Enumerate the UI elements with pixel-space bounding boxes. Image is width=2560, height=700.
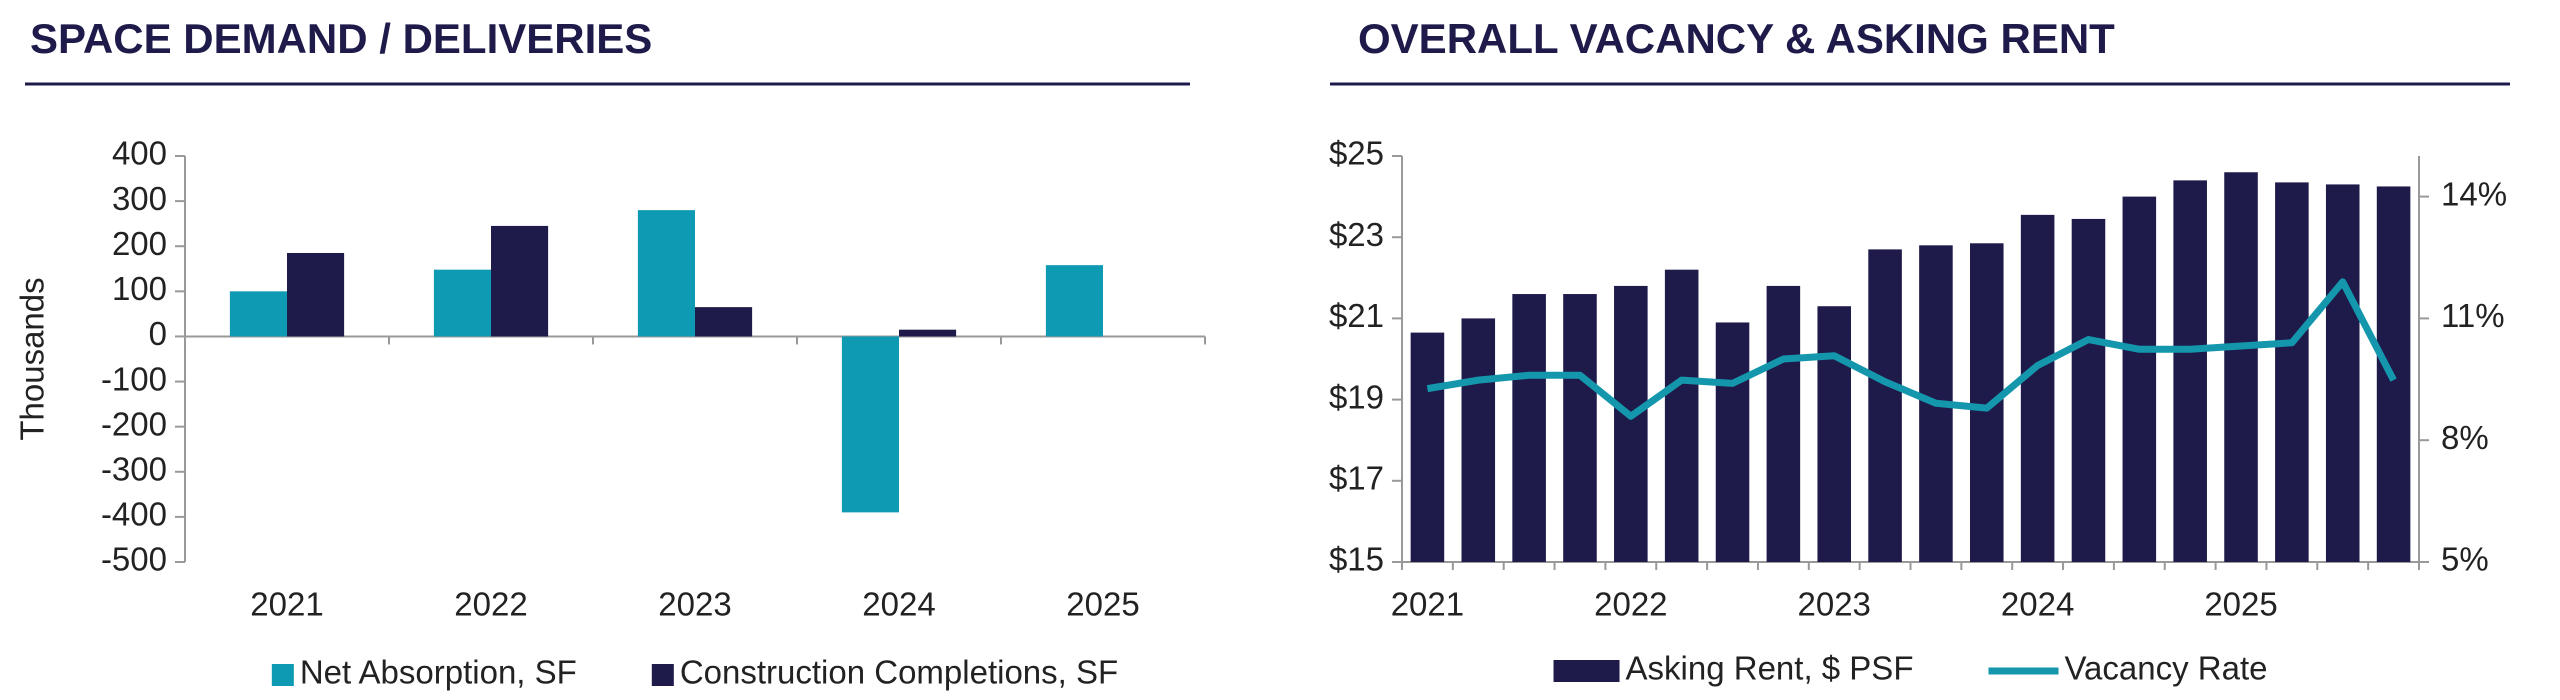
bar: [1614, 285, 1648, 562]
bar: [1664, 269, 1699, 562]
y-tick-label: -100: [101, 360, 167, 397]
y-tick-label: $23: [1329, 216, 1384, 253]
y-tick-label: 300: [112, 180, 167, 217]
chart-title: SPACE DEMAND / DELIVERIES: [30, 15, 652, 62]
bar: [1715, 322, 1750, 562]
y2-tick-label: 5%: [2441, 541, 2489, 578]
y-axis-label: Thousands: [14, 277, 51, 440]
bar: [2275, 182, 2309, 562]
bar: [1512, 294, 1546, 562]
vacancy-line: [1426, 278, 2397, 420]
bar: [2173, 180, 2207, 563]
y2-tick-label: 8%: [2441, 419, 2489, 456]
legend-label: Construction Completions, SF: [680, 654, 1118, 691]
bar: [1563, 294, 1597, 562]
x-tick-label: 2022: [1594, 586, 1667, 623]
y-tick-label: 200: [112, 225, 167, 262]
legend-label: Asking Rent, $ PSF: [1626, 650, 1914, 687]
bar: [2224, 172, 2258, 563]
y-tick-label: 400: [112, 135, 167, 172]
legend-label: Net Absorption, SF: [300, 654, 577, 691]
chart-title: OVERALL VACANCY & ASKING RENT: [1358, 15, 2115, 62]
legend-swatch: [1553, 660, 1620, 682]
y-tick-label: 0: [149, 315, 167, 352]
x-tick-label: 2025: [1066, 586, 1139, 623]
bar: [2122, 196, 2157, 562]
bar: [637, 210, 695, 337]
bar: [1766, 285, 1801, 562]
y-tick-label: $25: [1329, 135, 1384, 172]
y-tick-label: $17: [1329, 460, 1384, 497]
bar: [841, 336, 899, 513]
bar: [1817, 306, 1852, 562]
bar: [433, 269, 491, 337]
legend-swatch: [651, 664, 674, 686]
bar: [287, 252, 345, 337]
x-tick-label: 2021: [250, 586, 323, 623]
bar: [695, 307, 753, 337]
y2-tick-label: 14%: [2441, 175, 2507, 212]
y-tick-label: -300: [101, 450, 167, 487]
bar: [1868, 249, 1902, 562]
bar: [2020, 214, 2055, 562]
legend-swatch: [271, 664, 294, 686]
bar: [1410, 332, 1445, 562]
x-tick-label: 2021: [1391, 586, 1464, 623]
y-tick-label: $19: [1329, 378, 1384, 415]
y-tick-label: -400: [101, 496, 167, 533]
bar: [2071, 218, 2106, 562]
x-tick-label: 2023: [1798, 586, 1871, 623]
x-tick-label: 2022: [454, 586, 527, 623]
y-tick-label: 100: [112, 270, 167, 307]
bar: [1461, 318, 1496, 562]
bar: [1045, 265, 1103, 337]
y-tick-label: $21: [1329, 297, 1384, 334]
x-tick-label: 2025: [2204, 586, 2277, 623]
x-tick-label: 2024: [862, 586, 935, 623]
x-tick-label: 2023: [658, 586, 731, 623]
bar: [899, 329, 957, 337]
bar: [491, 225, 549, 337]
x-tick-label: 2024: [2001, 586, 2074, 623]
y-tick-label: -200: [101, 405, 167, 442]
legend-label: Vacancy Rate: [2064, 650, 2267, 687]
y-tick-label: -500: [101, 541, 167, 578]
y2-tick-label: 11%: [2441, 297, 2505, 334]
y-tick-label: $15: [1329, 541, 1384, 578]
bar: [229, 291, 287, 337]
bar: [2325, 184, 2360, 563]
